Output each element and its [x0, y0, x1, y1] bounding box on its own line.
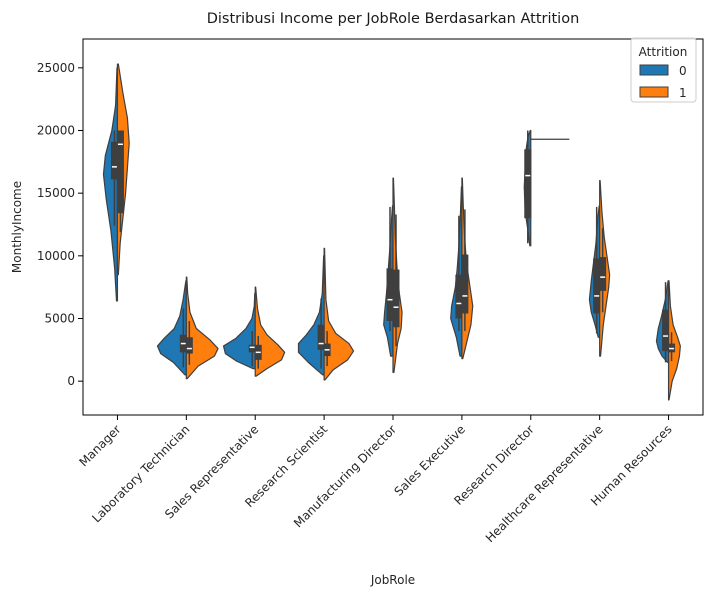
box-1-1 — [185, 337, 193, 354]
violin-0-0 — [102, 67, 119, 302]
chart-title: Distribusi Income per JobRole Berdasarka… — [207, 11, 580, 27]
violin-1-2 — [254, 286, 286, 377]
box-0-6 — [524, 149, 532, 219]
y-axis: 0 5000 10000 15000 20000 25000 — [37, 61, 83, 388]
legend-title: Attrition — [639, 45, 688, 59]
legend-label-0: 0 — [679, 64, 687, 78]
box-0-7 — [593, 258, 601, 314]
violin-0-1 — [156, 280, 187, 376]
x-tick-label: Manager — [76, 422, 123, 469]
y-tick-label: 10000 — [37, 249, 75, 263]
y-axis-title: MonthlyIncome — [10, 181, 24, 273]
legend: Attrition 0 1 — [630, 37, 697, 103]
violin-0-5 — [450, 186, 463, 357]
box-0-0 — [110, 141, 118, 180]
legend-swatch-0 — [639, 64, 669, 76]
y-tick-label: 25000 — [37, 61, 75, 75]
violin-1-3 — [323, 247, 355, 381]
y-tick-label: 0 — [67, 374, 75, 388]
x-tick-label: Sales Executive — [392, 422, 469, 499]
box-1-7 — [599, 257, 607, 291]
box-0-3 — [317, 324, 325, 350]
box-1-4 — [392, 269, 400, 328]
violin-1-8 — [667, 280, 681, 401]
y-tick-label: 5000 — [44, 311, 75, 325]
box-0-8 — [662, 309, 670, 352]
legend-swatch-1 — [639, 86, 669, 98]
x-axis-title: JobRole — [370, 573, 415, 587]
x-tick-label: Healthcare Representative — [483, 422, 606, 545]
violin-0-2 — [222, 292, 256, 370]
box-1-5 — [461, 254, 469, 314]
legend-label-1: 1 — [679, 86, 687, 100]
box-0-4 — [386, 268, 394, 321]
y-tick-label: 20000 — [37, 123, 75, 137]
plot-area — [102, 63, 681, 401]
y-tick-label: 15000 — [37, 186, 75, 200]
box-1-0 — [116, 130, 124, 214]
box-0-2 — [248, 344, 256, 353]
violin-0-3 — [297, 255, 325, 376]
violin-1-1 — [185, 276, 219, 380]
box-0-5 — [455, 274, 463, 319]
